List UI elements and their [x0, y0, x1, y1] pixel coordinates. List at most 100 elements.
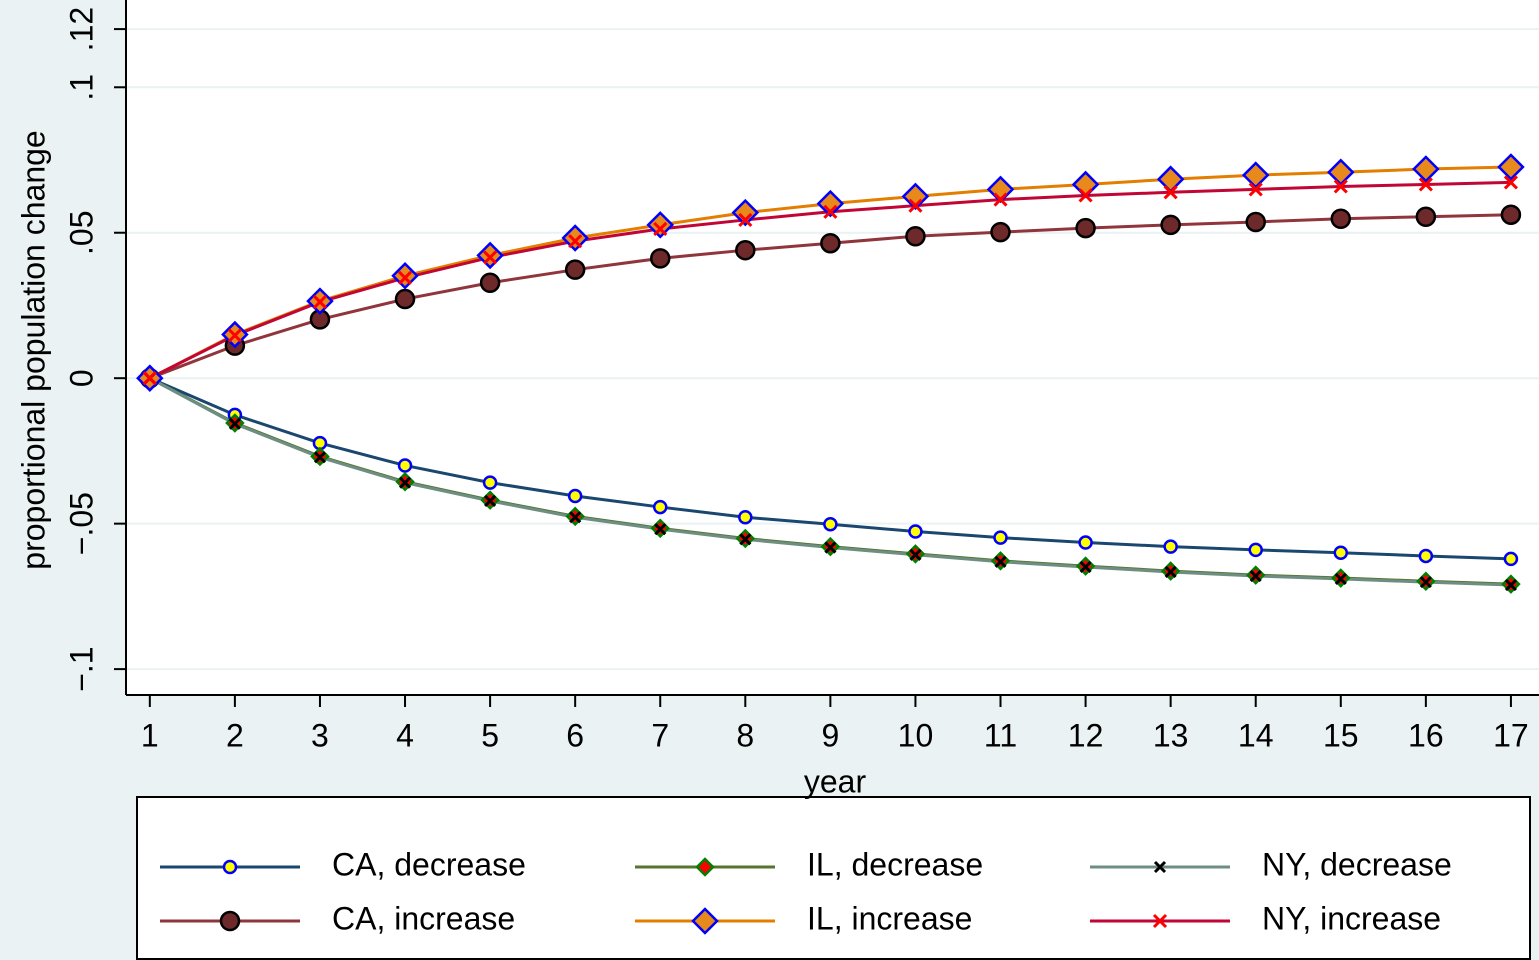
marker: [397, 458, 413, 473]
legend-marker: [1153, 860, 1167, 874]
x-tick-label: 9: [821, 717, 839, 753]
legend-label: CA, decrease: [332, 846, 526, 882]
legend-label: IL, increase: [807, 900, 972, 936]
x-tick-label: 3: [311, 717, 329, 753]
marker: [568, 234, 583, 249]
marker: [397, 270, 413, 285]
marker: [908, 198, 923, 213]
marker: [569, 511, 582, 524]
marker: [990, 221, 1011, 243]
marker: [738, 212, 753, 227]
marker: [1248, 182, 1263, 197]
marker: [1160, 214, 1181, 236]
legend-marker: [691, 907, 719, 935]
marker: [909, 548, 922, 561]
marker: [1333, 545, 1349, 560]
legend-label: NY, increase: [1262, 900, 1441, 936]
marker: [1248, 542, 1263, 558]
marker: [654, 523, 667, 536]
marker: [993, 192, 1008, 207]
legend-marker: [219, 910, 241, 932]
legend-label: CA, increase: [332, 900, 515, 936]
marker: [1249, 569, 1262, 583]
x-tick-label: 15: [1323, 717, 1359, 753]
x-tick-label: 12: [1068, 717, 1104, 753]
x-axis-title: year: [804, 763, 867, 799]
y-tick-label: .05: [63, 210, 99, 254]
marker: [313, 451, 327, 464]
marker: [905, 225, 926, 247]
marker: [564, 259, 586, 280]
marker: [1163, 185, 1178, 200]
x-tick-label: 2: [226, 717, 244, 753]
y-axis-title: proportional population change: [15, 130, 51, 569]
marker: [1504, 578, 1517, 592]
x-tick-label: 5: [481, 717, 499, 753]
marker: [1163, 539, 1178, 554]
x-tick-label: 1: [141, 717, 159, 753]
marker: [142, 371, 157, 386]
marker: [484, 494, 497, 508]
x-tick-label: 14: [1238, 717, 1274, 753]
x-tick-label: 8: [736, 717, 754, 753]
y-tick-label: 0: [63, 369, 99, 387]
marker: [1503, 175, 1518, 190]
marker: [1078, 188, 1093, 203]
marker: [652, 499, 668, 515]
marker: [1164, 565, 1177, 579]
marker: [823, 516, 838, 532]
x-tick-label: 11: [984, 717, 1017, 753]
marker: [1415, 206, 1437, 227]
x-tick-label: 16: [1408, 717, 1444, 753]
marker: [653, 221, 668, 237]
marker: [479, 272, 501, 294]
marker: [227, 328, 242, 343]
marker: [993, 530, 1008, 545]
marker: [1419, 576, 1432, 589]
marker: [738, 509, 753, 525]
marker: [1075, 217, 1096, 239]
marker: [561, 224, 589, 252]
marker: [1497, 153, 1525, 181]
marker: [646, 211, 675, 239]
y-tick-label: .12: [63, 7, 99, 51]
y-tick-label: −.05: [63, 492, 99, 555]
marker: [1412, 155, 1440, 183]
marker: [1418, 177, 1433, 192]
marker: [398, 476, 412, 489]
x-tick-label: 10: [898, 717, 934, 753]
marker: [739, 533, 752, 546]
marker: [483, 250, 498, 265]
y-tick-label: .1: [63, 74, 99, 101]
marker: [394, 288, 416, 310]
marker: [1334, 572, 1347, 585]
marker: [901, 182, 930, 211]
x-tick-label: 6: [566, 717, 584, 753]
legend-label: NY, decrease: [1262, 846, 1452, 882]
legend-marker: [222, 859, 238, 875]
marker: [908, 524, 923, 539]
marker: [1333, 179, 1348, 194]
marker: [482, 475, 498, 490]
marker: [312, 294, 328, 310]
marker: [820, 232, 841, 254]
x-tick-label: 13: [1153, 717, 1189, 753]
marker: [1418, 548, 1434, 564]
marker: [1330, 208, 1352, 230]
marker: [816, 189, 845, 218]
x-tick-label: 7: [651, 717, 669, 753]
marker: [735, 239, 756, 261]
marker: [1327, 158, 1355, 186]
marker: [731, 198, 760, 227]
x-tick-label: 17: [1493, 717, 1529, 753]
marker: [994, 555, 1007, 568]
marker: [1241, 161, 1270, 189]
marker: [567, 488, 583, 504]
legend-marker: [1152, 913, 1168, 929]
legend-marker: [695, 857, 715, 877]
marker: [824, 541, 837, 554]
marker: [1078, 535, 1093, 550]
y-tick-label: −.1: [63, 646, 99, 691]
legend-label: IL, decrease: [807, 846, 983, 882]
